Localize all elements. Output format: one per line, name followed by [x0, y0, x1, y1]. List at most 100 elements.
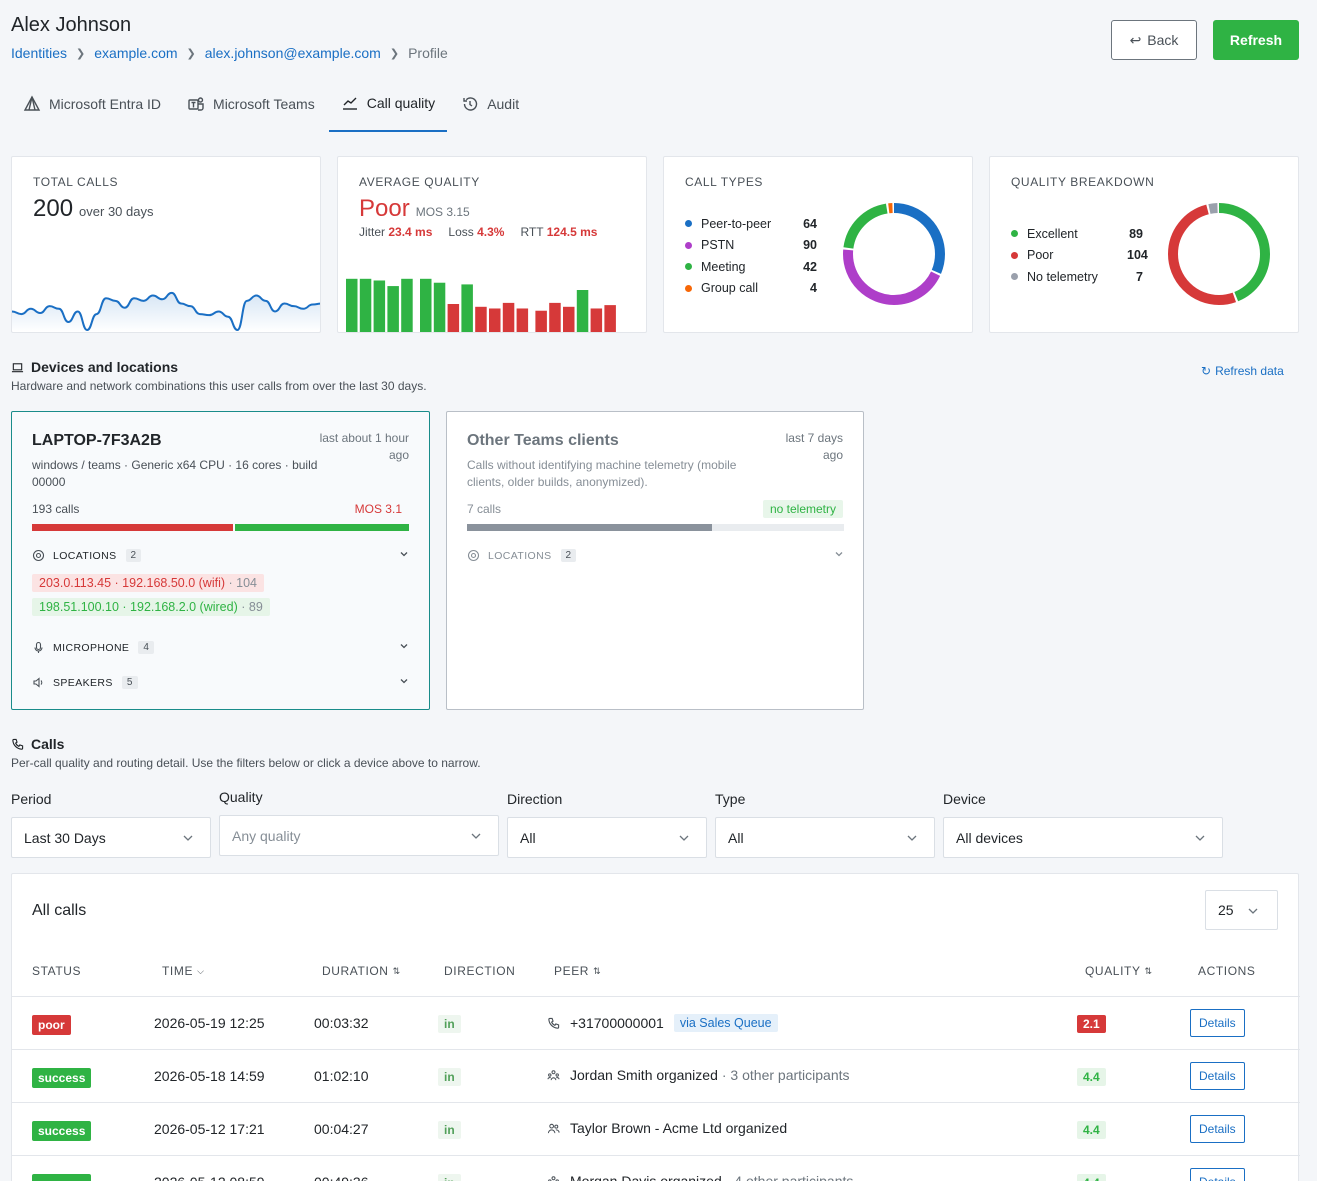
period-select[interactable]: Last 30 Days	[11, 817, 211, 858]
device-card-other-clients[interactable]: Other Teams clients last 7 days ago Call…	[446, 411, 864, 710]
quality-bar	[346, 278, 358, 332]
refresh-button[interactable]: Refresh	[1213, 20, 1299, 60]
back-button[interactable]: ↩ Back	[1111, 20, 1197, 60]
filter-type-label: Type	[715, 791, 746, 807]
device-card-laptop[interactable]: LAPTOP-7F3A2B last about 1 hour ago wind…	[11, 411, 430, 710]
details-button[interactable]: Details	[1190, 1062, 1245, 1090]
locations-toggle[interactable]: LOCATIONS 2	[467, 549, 844, 562]
column-header-quality[interactable]: QUALITY ⇅	[1085, 964, 1153, 978]
column-header-peer[interactable]: PEER ⇅	[554, 964, 601, 978]
device-calls: 7 calls	[467, 502, 502, 516]
table-row[interactable]: success 2026-05-12 17:21 00:04:27 in Tay…	[12, 1102, 1300, 1155]
quality-bar	[359, 278, 372, 332]
speakers-toggle[interactable]: SPEAKERS 5	[32, 676, 409, 689]
quality-badge: 4.4	[1077, 1121, 1106, 1139]
type-select[interactable]: All	[715, 817, 935, 858]
quality-bar	[535, 310, 547, 332]
quality-select[interactable]: Any quality	[219, 815, 499, 856]
quality-bar	[447, 304, 460, 332]
phone-icon	[547, 1017, 560, 1030]
filter-direction-label: Direction	[507, 791, 563, 807]
time-cell: 2026-05-12 08:59	[154, 1174, 265, 1181]
microphone-label: MICROPHONE	[53, 641, 130, 654]
quality-badge: 2.1	[1077, 1015, 1106, 1033]
total-calls-value-row: 200 over 30 days	[33, 195, 153, 223]
breadcrumb-identities[interactable]: Identities	[11, 45, 68, 61]
legend-dot	[1011, 273, 1018, 281]
chevron-down-icon	[399, 641, 409, 654]
loss-value: 4.3%	[477, 225, 505, 239]
location-pin-icon	[32, 549, 45, 562]
microphone-toggle[interactable]: MICROPHONE 4	[32, 641, 409, 654]
tab-entra-id[interactable]: Microsoft Entra ID	[11, 84, 173, 124]
page-header: Alex Johnson Identities ❯ example.com ❯ …	[11, 14, 448, 61]
table-row[interactable]: success 2026-05-18 14:59 01:02:10 in Jor…	[12, 1049, 1300, 1102]
device-calls: 193 calls	[32, 502, 80, 516]
users-icon	[547, 1122, 560, 1135]
quality-bar	[563, 306, 575, 332]
legend-item: Peer-to-peer 64	[685, 213, 817, 235]
via-queue-badge: via Sales Queue	[673, 1014, 778, 1032]
device-name: Other Teams clients	[467, 432, 619, 449]
details-button[interactable]: Details	[1190, 1168, 1245, 1181]
page-size-select[interactable]: 25	[1205, 890, 1278, 930]
details-button[interactable]: Details	[1190, 1115, 1245, 1143]
refresh-data-link[interactable]: ↻ Refresh data	[1201, 364, 1284, 378]
chevron-right-icon: ❯	[389, 47, 400, 60]
breadcrumb-domain[interactable]: example.com	[94, 45, 178, 61]
column-header-actions: ACTIONS	[1198, 964, 1256, 978]
chevron-down-icon	[471, 833, 481, 839]
peer-name: Morgan Davis organized	[570, 1173, 722, 1181]
phone-icon	[12, 738, 24, 750]
quality-cell: 4.4	[1077, 1174, 1106, 1181]
call-types-legend: Peer-to-peer 64 PSTN 90 Meeting 42 Group…	[685, 213, 817, 299]
quality-bar	[489, 308, 501, 332]
chevron-down-icon	[399, 676, 409, 689]
column-header-time[interactable]: TIME ⌵	[162, 964, 205, 978]
column-header-duration[interactable]: DURATION ⇅	[322, 964, 401, 978]
quality-breakdown-card: QUALITY BREAKDOWN Excellent 89 Poor 104 …	[989, 156, 1299, 333]
tab-audit[interactable]: Audit	[449, 84, 531, 124]
peer-cell: Taylor Brown - Acme Ltd organized	[547, 1120, 787, 1136]
quality-badge: 4.4	[1077, 1068, 1106, 1086]
speakers-label: SPEAKERS	[53, 676, 113, 689]
details-button[interactable]: Details	[1190, 1009, 1245, 1037]
quality-cell: 2.1	[1077, 1015, 1106, 1033]
table-row[interactable]: success 2026-05-12 08:59 00:49:36 in Mor…	[12, 1155, 1300, 1181]
legend-item: No telemetry 7	[1011, 266, 1143, 288]
device-description: windows / teams · Generic x64 CPU · 16 c…	[32, 458, 318, 489]
locations-toggle[interactable]: LOCATIONS 2	[32, 549, 409, 562]
legend-value: 90	[803, 238, 817, 253]
tab-call-quality[interactable]: Call quality	[328, 84, 448, 132]
average-quality-card: AVERAGE QUALITY Poor MOS 3.15 Jitter 23.…	[337, 156, 647, 333]
location-chip-wired[interactable]: 198.51.100.10 · 192.168.2.0 (wired) · 89	[32, 598, 270, 616]
legend-value: 42	[803, 259, 817, 274]
laptop-icon	[11, 362, 24, 372]
locations-label: LOCATIONS	[53, 549, 117, 562]
split-segment	[712, 524, 844, 531]
table-row[interactable]: poor 2026-05-19 12:25 00:03:32 in +31700…	[12, 996, 1300, 1049]
split-segment	[32, 524, 233, 531]
teams-icon	[188, 97, 204, 111]
quality-bar	[387, 286, 399, 332]
card-label: CALL TYPES	[685, 175, 764, 189]
legend-item: Poor 104	[1011, 245, 1148, 267]
sparkline-area	[12, 292, 320, 332]
peer-cell: Morgan Davis organized · 4 other partici…	[547, 1173, 853, 1181]
breadcrumb-user[interactable]: alex.johnson@example.com	[204, 45, 381, 61]
direction-select[interactable]: All	[507, 817, 707, 858]
quality-bar	[604, 305, 616, 332]
breadcrumb: Identities ❯ example.com ❯ alex.johnson@…	[11, 45, 448, 61]
select-value: All	[728, 829, 744, 846]
location-chip-wifi[interactable]: 203.0.113.45 · 192.168.50.0 (wifi) · 104	[32, 574, 264, 592]
filter-quality-label: Quality	[219, 789, 263, 805]
loss-metric: Loss 4.3%	[448, 225, 504, 239]
chevron-down-icon	[834, 549, 844, 562]
legend-value: 4	[810, 281, 817, 296]
column-label: DURATION	[322, 964, 389, 978]
tab-teams[interactable]: Microsoft Teams	[175, 84, 327, 124]
device-select[interactable]: All devices	[943, 817, 1223, 858]
status-cell: poor	[32, 1015, 71, 1035]
duration-cell: 01:02:10	[314, 1068, 369, 1084]
chevron-down-icon	[399, 549, 409, 562]
